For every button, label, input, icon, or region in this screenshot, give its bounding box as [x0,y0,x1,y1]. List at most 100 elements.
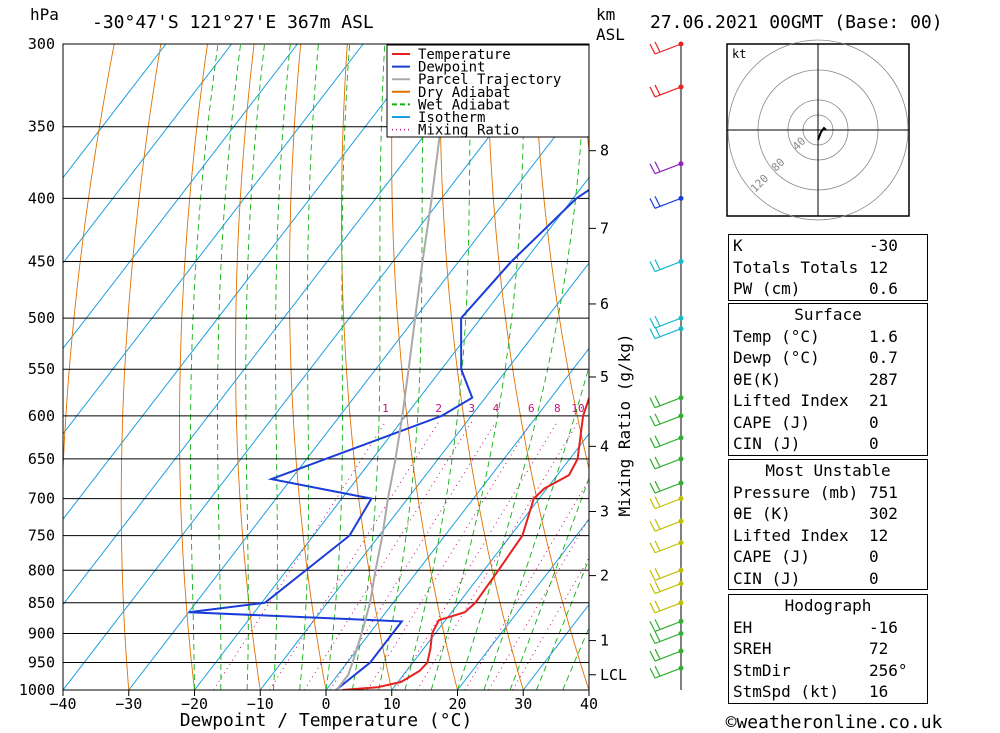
wet-adiabat [245,44,265,690]
mu-title: Most Unstable [765,461,891,480]
wind-barb [649,568,682,581]
series-temperature [342,396,589,690]
hodograph-table: Hodograph EH -16 SREH 72 StmDir 256° StmSpd… [728,594,928,704]
legend-label: Isotherm [418,110,485,126]
isotherm [63,44,430,521]
mixing-ratio-line [303,421,473,690]
wind-barb [649,619,682,632]
x-tick-label: −10 [247,695,274,713]
pressure-tick-label: 400 [28,189,55,207]
location-title: -30°47'S 121°27'E 367m ASL [92,12,374,33]
x-tick-label: −40 [49,695,76,713]
isotherm [63,44,233,264]
wet-adiabat [457,44,587,690]
stmspd-value: 16 [869,682,889,701]
wind-barb [649,631,682,645]
datetime: 27.06.2021 00GMT (Base: 00) [650,12,943,33]
surface-cape-value: 0 [869,412,879,432]
isotherm [63,44,364,435]
wet-adiabat [509,476,589,690]
wind-barb [649,259,682,273]
mu-pressure-value: 751 [869,482,898,502]
wind-barb [649,496,682,510]
eh-label: EH [733,617,753,637]
wind-barbs [649,41,684,690]
dry-adiabat [120,44,162,690]
x-tick-label: −30 [115,695,142,713]
mixing-ratio-label: 4 [493,402,500,415]
hodograph-unit: kt [732,47,746,61]
pressure-gridlines [63,43,589,691]
wind-barb [649,161,682,175]
sreh-label: SREH [733,639,772,658]
mixing-ratio-label: 25 [661,402,674,415]
pressure-tick-label: 550 [28,360,55,378]
surface-thetae-label: θE(K) [733,369,782,389]
isotherm [63,44,298,350]
pw-label: PW (cm) [733,279,801,298]
mu-li-value: 12 [869,525,889,545]
mixing-ratio-line [394,421,558,690]
mixing-ratio-axis-label: Mixing Ratio (g/kg) [615,333,634,516]
mixing-ratio-label: 3 [468,402,475,415]
wind-barb [649,665,682,679]
mu-cin-label: CIN (J) [733,568,801,588]
height-tick-label: 4 [600,437,609,455]
mixing-ratio-line [367,421,532,690]
x-tick-label: −20 [181,695,208,713]
legend-label: Temperature [418,47,511,63]
wind-barb [649,600,682,614]
pressure-tick-label: 450 [28,253,55,271]
legend-label: Parcel Trajectory [418,72,561,88]
pressure-tick-label: 950 [28,653,55,671]
series-parcel-trajectory [335,61,450,690]
surface-temp-value: 1.6 [869,326,898,346]
mixing-ratio-line [512,556,589,690]
totals-value: 12 [869,257,889,277]
pressure-tick-label: 300 [28,35,55,53]
surface-dewp-value: 0.7 [869,348,898,367]
isotherm [63,44,561,690]
x-tick-label: 30 [514,695,532,713]
wind-barb [649,540,682,554]
sreh-value: 72 [869,639,889,658]
mu-thetae-label: θE (K) [733,504,791,523]
mixing-ratio-line [212,421,386,690]
wind-barb [649,395,682,409]
surface-cape-label: CAPE (J) [733,412,811,432]
mixing-ratio-label: 6 [528,402,535,415]
height-tick-label: 3 [600,502,609,520]
credit: ©weatheronline.co.uk [726,712,943,733]
pw-value: 0.6 [869,279,898,298]
pressure-tick-label: 750 [28,527,55,545]
wind-barb [649,581,682,595]
k-label: K [733,236,743,255]
mixing-ratio-line [464,478,589,690]
mixing-ratio-label: 2 [435,402,442,415]
mu-thetae-value: 302 [869,504,898,523]
isotherm [63,44,496,606]
wind-barb [649,315,682,329]
mu-cape-value: 0 [869,547,879,566]
height-tick-label: LCL [600,666,627,684]
surface-table: Surface Temp (°C) 1.6 Dewp (°C) 0.7 θE(K) 2… [728,303,928,456]
legend-label: Wet Adiabat [418,97,511,113]
mu-pressure-label: Pressure (mb) [733,482,859,502]
wind-barb [649,84,682,98]
hodo-title: Hodograph [784,596,872,615]
wind-barb [649,648,682,662]
surface-thetae-value: 287 [869,369,898,389]
mu-cin-value: 0 [869,568,879,588]
wind-barb [649,41,682,55]
dry-adiabat [391,44,458,690]
x-tick-label: 0 [321,695,330,713]
mixing-ratio-label: 10 [571,402,584,415]
pressure-tick-label: 650 [28,450,55,468]
k-value: -30 [869,236,898,255]
axes: 3003504004505005506006507007508008509009… [19,35,627,713]
wet-adiabat [299,44,319,690]
dry-adiabat [341,44,393,690]
